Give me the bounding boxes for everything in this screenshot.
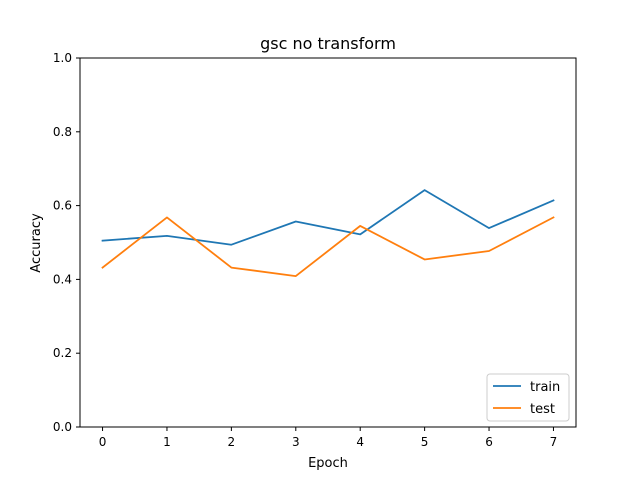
plot-background bbox=[80, 58, 576, 427]
x-tick-label: 2 bbox=[228, 435, 236, 449]
y-tick-label: 0.4 bbox=[53, 272, 72, 286]
x-tick-label: 0 bbox=[99, 435, 107, 449]
series-line-train bbox=[101, 189, 555, 246]
legend: train test bbox=[486, 373, 570, 422]
x-tick-label: 7 bbox=[550, 435, 558, 449]
plot-area bbox=[80, 58, 576, 427]
x-tick-label: 5 bbox=[421, 435, 429, 449]
series-line-test bbox=[101, 216, 555, 277]
y-tick-label: 0.0 bbox=[53, 420, 72, 434]
x-tick-label: 4 bbox=[356, 435, 364, 449]
chart-title: gsc no transform bbox=[260, 34, 396, 53]
y-tick-label: 0.2 bbox=[53, 346, 72, 360]
x-tick-label: 3 bbox=[292, 435, 300, 449]
x-tick-label: 1 bbox=[163, 435, 171, 449]
y-axis-label: Accuracy bbox=[29, 213, 44, 273]
y-tick-label: 0.8 bbox=[53, 125, 72, 139]
legend-label-train: train bbox=[530, 380, 560, 395]
axes-frame bbox=[79, 57, 577, 428]
y-tick-label: 1.0 bbox=[53, 51, 72, 65]
x-axis-label: Epoch bbox=[308, 456, 348, 471]
x-tick-label: 6 bbox=[485, 435, 493, 449]
y-tick-label: 0.6 bbox=[53, 199, 72, 213]
series-layer bbox=[101, 189, 555, 277]
legend-label-test: test bbox=[530, 402, 555, 417]
axes-layer: 0 1 2 3 4 5 6 7 0.0 0.2 0.4 0.6 0.8 1.0 bbox=[53, 51, 577, 449]
